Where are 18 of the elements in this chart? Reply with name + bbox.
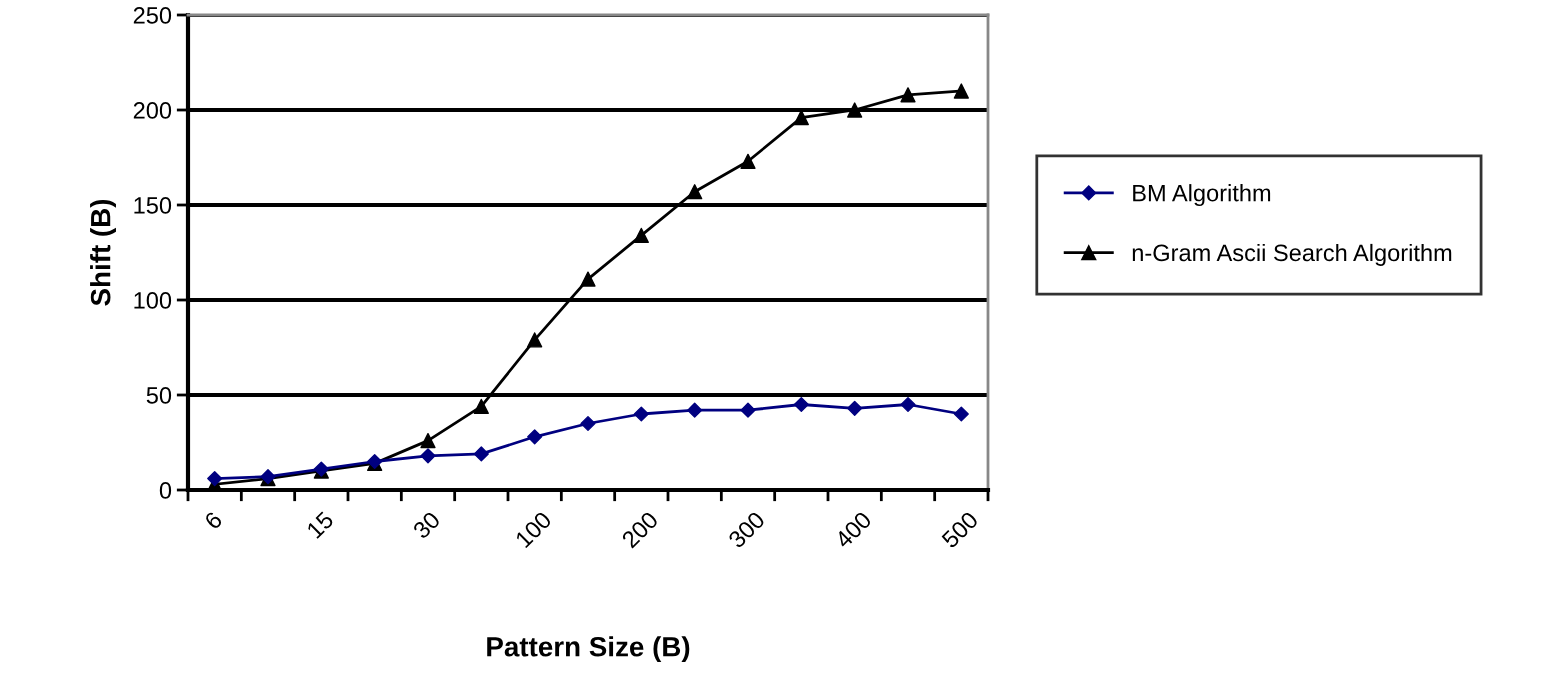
x-tick-label: 100 <box>514 510 553 549</box>
x-tick-label: 300 <box>727 510 766 549</box>
x-tick-label: 400 <box>833 510 873 550</box>
x-axis-title: Pattern Size (B) <box>487 636 690 663</box>
y-tick-label: 0 <box>159 482 172 499</box>
y-tick-label: 200 <box>133 102 172 119</box>
legend-label: n-Gram Ascii Search Algorithm <box>1132 243 1452 266</box>
y-tick-label: 250 <box>133 7 172 24</box>
x-tick-label: 500 <box>940 510 980 549</box>
x-tick-label: 6 <box>203 510 224 531</box>
x-tick-label: 30 <box>412 510 442 540</box>
y-tick-label: 150 <box>134 197 172 214</box>
y-tick-label: 50 <box>146 387 172 404</box>
x-tick-label: 15 <box>306 510 335 539</box>
legend-label: BM Algorithm <box>1133 184 1271 207</box>
y-axis-title: Shift (B) <box>90 199 116 306</box>
y-tick-label: 100 <box>134 292 172 309</box>
x-tick-label: 200 <box>620 510 660 549</box>
